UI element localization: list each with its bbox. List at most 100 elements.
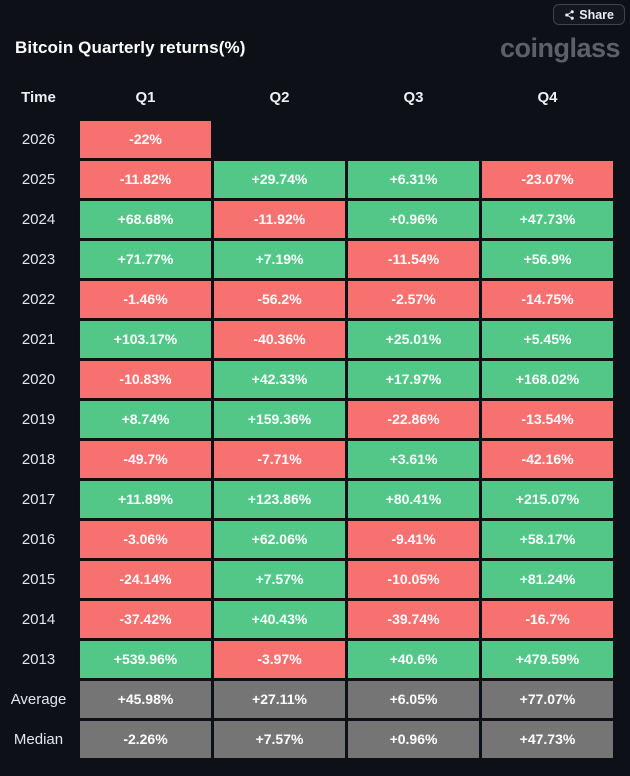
return-cell: -10.05% bbox=[348, 561, 479, 598]
return-cell: +56.9% bbox=[482, 241, 613, 278]
return-cell: -9.41% bbox=[348, 521, 479, 558]
title-bar: Bitcoin Quarterly returns(%) coinglass bbox=[0, 33, 630, 63]
return-cell: -11.54% bbox=[348, 241, 479, 278]
return-cell: +45.98% bbox=[80, 681, 211, 718]
return-cell: +77.07% bbox=[482, 681, 613, 718]
table-header-row: Time Q1 Q2 Q3 Q4 bbox=[0, 89, 630, 107]
return-cell: +168.02% bbox=[482, 361, 613, 398]
return-cell: +103.17% bbox=[80, 321, 211, 358]
table-row: 2026 -22% bbox=[0, 121, 630, 158]
return-cell: +8.74% bbox=[80, 401, 211, 438]
table-row: 2019 +8.74% +159.36% -22.86% -13.54% bbox=[0, 401, 630, 438]
return-cell: +47.73% bbox=[482, 721, 613, 758]
return-cell: +71.77% bbox=[80, 241, 211, 278]
table-body: 2026 -22% 2025 -11.82% +29.74% +6.31% -23.07% 2… bbox=[0, 121, 630, 758]
table-row: 2021 +103.17% -40.36% +25.01% +5.45% bbox=[0, 321, 630, 358]
column-header-q1: Q1 bbox=[135, 89, 156, 106]
return-cell: +47.73% bbox=[482, 201, 613, 238]
table-row: 2013 +539.96% -3.97% +40.6% +479.59% bbox=[0, 641, 630, 678]
return-cell: +123.86% bbox=[214, 481, 345, 518]
table-row: Median -2.26% +7.57% +0.96% +47.73% bbox=[0, 721, 630, 758]
row-label: 2017 bbox=[21, 491, 56, 508]
return-cell: -2.26% bbox=[80, 721, 211, 758]
return-cell: +215.07% bbox=[482, 481, 613, 518]
return-cell: +539.96% bbox=[80, 641, 211, 678]
row-label: 2014 bbox=[21, 611, 56, 628]
return-cell: -24.14% bbox=[80, 561, 211, 598]
row-label: 2022 bbox=[21, 291, 56, 308]
row-label: 2016 bbox=[21, 531, 56, 548]
return-cell: +479.59% bbox=[482, 641, 613, 678]
return-cell: +40.43% bbox=[214, 601, 345, 638]
return-cell: -22% bbox=[80, 121, 211, 158]
return-cell: +68.68% bbox=[80, 201, 211, 238]
top-bar: Share bbox=[0, 0, 630, 29]
return-cell: +40.6% bbox=[348, 641, 479, 678]
table-row: Average +45.98% +27.11% +6.05% +77.07% bbox=[0, 681, 630, 718]
row-label: 2024 bbox=[21, 211, 56, 228]
return-cell: +58.17% bbox=[482, 521, 613, 558]
return-cell: -13.54% bbox=[482, 401, 613, 438]
empty-cell bbox=[348, 121, 479, 158]
return-cell: +7.19% bbox=[214, 241, 345, 278]
return-cell: +81.24% bbox=[482, 561, 613, 598]
return-cell: -37.42% bbox=[80, 601, 211, 638]
return-cell: +42.33% bbox=[214, 361, 345, 398]
table-row: 2020 -10.83% +42.33% +17.97% +168.02% bbox=[0, 361, 630, 398]
return-cell: -40.36% bbox=[214, 321, 345, 358]
table-row: 2023 +71.77% +7.19% -11.54% +56.9% bbox=[0, 241, 630, 278]
row-label: 2021 bbox=[21, 331, 56, 348]
return-cell: +3.61% bbox=[348, 441, 479, 478]
return-cell: +0.96% bbox=[348, 721, 479, 758]
column-header-time: Time bbox=[21, 89, 56, 106]
row-label: Average bbox=[10, 691, 67, 708]
return-cell: -23.07% bbox=[482, 161, 613, 198]
column-header-q3: Q3 bbox=[403, 89, 424, 106]
return-cell: -3.06% bbox=[80, 521, 211, 558]
return-cell: +6.31% bbox=[348, 161, 479, 198]
empty-cell bbox=[214, 121, 345, 158]
return-cell: +17.97% bbox=[348, 361, 479, 398]
return-cell: -16.7% bbox=[482, 601, 613, 638]
return-cell: +159.36% bbox=[214, 401, 345, 438]
quarterly-returns-table: Time Q1 Q2 Q3 Q4 2026 -22% 2025 -11.82% +29.… bbox=[0, 89, 630, 758]
return-cell: +29.74% bbox=[214, 161, 345, 198]
table-row: 2017 +11.89% +123.86% +80.41% +215.07% bbox=[0, 481, 630, 518]
return-cell: +62.06% bbox=[214, 521, 345, 558]
return-cell: -14.75% bbox=[482, 281, 613, 318]
table-row: 2025 -11.82% +29.74% +6.31% -23.07% bbox=[0, 161, 630, 198]
return-cell: -1.46% bbox=[80, 281, 211, 318]
return-cell: +25.01% bbox=[348, 321, 479, 358]
page-title: Bitcoin Quarterly returns(%) bbox=[15, 38, 246, 57]
return-cell: -56.2% bbox=[214, 281, 345, 318]
share-icon bbox=[564, 9, 575, 21]
return-cell: +7.57% bbox=[214, 721, 345, 758]
row-label: Median bbox=[13, 731, 64, 748]
row-label: 2023 bbox=[21, 251, 56, 268]
table-row: 2022 -1.46% -56.2% -2.57% -14.75% bbox=[0, 281, 630, 318]
return-cell: -11.82% bbox=[80, 161, 211, 198]
return-cell: +0.96% bbox=[348, 201, 479, 238]
share-button[interactable]: Share bbox=[553, 4, 625, 25]
return-cell: +7.57% bbox=[214, 561, 345, 598]
return-cell: +80.41% bbox=[348, 481, 479, 518]
return-cell: -22.86% bbox=[348, 401, 479, 438]
row-label: 2018 bbox=[21, 451, 56, 468]
return-cell: +27.11% bbox=[214, 681, 345, 718]
return-cell: -2.57% bbox=[348, 281, 479, 318]
table-row: 2024 +68.68% -11.92% +0.96% +47.73% bbox=[0, 201, 630, 238]
table-row: 2015 -24.14% +7.57% -10.05% +81.24% bbox=[0, 561, 630, 598]
empty-cell bbox=[482, 121, 613, 158]
return-cell: -49.7% bbox=[80, 441, 211, 478]
return-cell: +11.89% bbox=[80, 481, 211, 518]
row-label: 2026 bbox=[21, 131, 56, 148]
row-label: 2013 bbox=[21, 651, 56, 668]
row-label: 2025 bbox=[21, 171, 56, 188]
row-label: 2015 bbox=[21, 571, 56, 588]
return-cell: -42.16% bbox=[482, 441, 613, 478]
return-cell: +5.45% bbox=[482, 321, 613, 358]
return-cell: -10.83% bbox=[80, 361, 211, 398]
row-label: 2019 bbox=[21, 411, 56, 428]
return-cell: +6.05% bbox=[348, 681, 479, 718]
share-button-label: Share bbox=[579, 7, 614, 22]
